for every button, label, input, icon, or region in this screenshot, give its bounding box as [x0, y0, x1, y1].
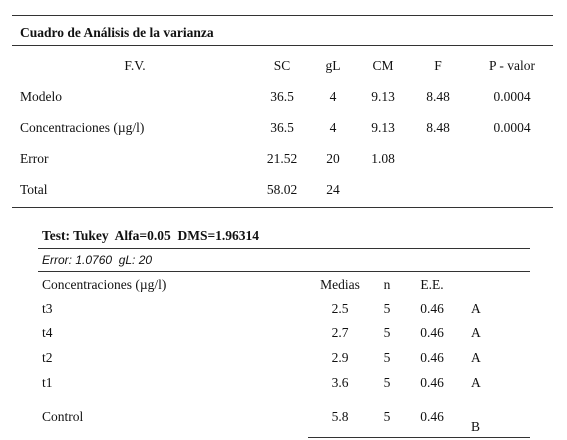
cell: 0.46 [420, 301, 444, 316]
cell: 36.5 [270, 120, 294, 135]
row-label: Concentraciones (µg/l) [20, 120, 145, 135]
row-label: Total [20, 182, 48, 197]
cell: 2.5 [331, 301, 349, 316]
cell: 9.13 [371, 120, 395, 135]
cell: 5 [383, 409, 391, 424]
cell: 9.13 [371, 89, 395, 104]
column-header: gL [325, 58, 341, 73]
group-letter: A [471, 375, 481, 390]
cell: 1.08 [371, 151, 395, 166]
cell: 5 [383, 325, 391, 340]
cell: 0.46 [420, 375, 444, 390]
column-header: n [383, 277, 391, 292]
column-header: CM [372, 58, 394, 73]
rule [12, 15, 553, 16]
rule [38, 271, 530, 272]
column-header: Concentraciones (µg/l) [42, 277, 167, 292]
anova-title: Cuadro de Análisis de la varianza [20, 25, 214, 40]
cell: 0.46 [420, 350, 444, 365]
cell: 5.8 [331, 409, 349, 424]
cell: 36.5 [270, 89, 294, 104]
cell: 2.7 [331, 325, 349, 340]
cell: 21.52 [266, 151, 298, 166]
cell: 0.46 [420, 409, 444, 424]
column-header: Medias [320, 277, 360, 292]
cell: 8.48 [426, 89, 450, 104]
tukey-subtitle: Error: 1.0760 gL: 20 [42, 253, 153, 267]
column-header: E.E. [420, 277, 444, 292]
cell: 0.0004 [493, 89, 531, 104]
cell: 0.0004 [493, 120, 531, 135]
group-letter: A [471, 325, 481, 340]
cell: 8.48 [426, 120, 450, 135]
column-header: F [434, 58, 442, 73]
cell: 4 [329, 120, 337, 135]
column-header: P - valor [489, 58, 535, 73]
row-label: Error [20, 151, 49, 166]
row-label: t1 [42, 375, 53, 390]
group-letter: B [471, 419, 481, 434]
cell: 5 [383, 350, 391, 365]
rule [12, 45, 553, 46]
rule [308, 437, 530, 438]
row-label: t4 [42, 325, 53, 340]
tukey-title: Test: Tukey Alfa=0.05 DMS=1.96314 [42, 228, 260, 243]
row-label: t3 [42, 301, 53, 316]
row-label: Modelo [20, 89, 62, 104]
rule [12, 207, 553, 208]
cell: 58.02 [266, 182, 298, 197]
cell: 5 [383, 375, 391, 390]
rule [38, 248, 530, 249]
row-label: t2 [42, 350, 53, 365]
cell: 2.9 [331, 350, 349, 365]
column-header: F.V. [124, 58, 146, 73]
cell: 4 [329, 89, 337, 104]
row-label: Control [42, 409, 84, 424]
cell: 0.46 [420, 325, 444, 340]
cell: 20 [326, 151, 340, 166]
cell: 24 [326, 182, 340, 197]
cell: 3.6 [331, 375, 349, 390]
column-header: SC [273, 58, 291, 73]
cell: 5 [383, 301, 391, 316]
group-letter: A [471, 350, 481, 365]
group-letter: A [471, 301, 481, 316]
